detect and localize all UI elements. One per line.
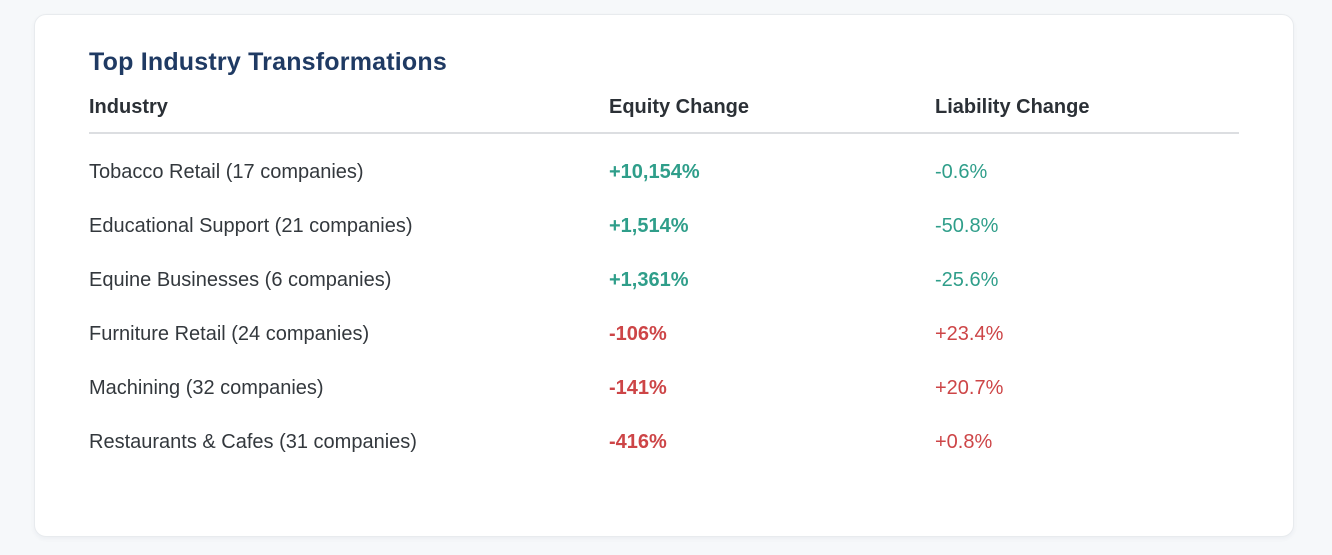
industry-cell: Tobacco Retail (17 companies) [89, 161, 364, 183]
equity-cell: -416% [609, 431, 667, 453]
table-row: Tobacco Retail (17 companies) +10,154% -0.… [89, 145, 1239, 199]
table-row: Educational Support (21 companies) +1,514… [89, 199, 1239, 253]
liability-cell: +20.7% [935, 377, 1004, 399]
industry-cell: Equine Businesses (6 companies) [89, 269, 392, 291]
industry-cell: Machining (32 companies) [89, 377, 324, 399]
column-header-liability-change: Liability Change [935, 96, 1090, 118]
table-row: Furniture Retail (24 companies) -106% +23.… [89, 307, 1239, 361]
column-header-equity-change: Equity Change [609, 96, 750, 118]
header-divider [89, 132, 1239, 134]
column-header-industry: Industry [89, 96, 168, 118]
table-body: Tobacco Retail (17 companies) +10,154% -0.… [89, 145, 1239, 469]
liability-cell: -25.6% [935, 269, 999, 291]
card-title: Top Industry Transformations [89, 48, 447, 76]
industry-cell: Educational Support (21 companies) [89, 215, 413, 237]
table-row: Machining (32 companies) -141% +20.7% [89, 361, 1239, 415]
liability-cell: +0.8% [935, 431, 993, 453]
liability-cell: -0.6% [935, 161, 988, 183]
equity-cell: -141% [609, 377, 667, 399]
industry-cell: Furniture Retail (24 companies) [89, 323, 370, 345]
industry-transformations-card: Top Industry Transformations Industry Eq… [34, 14, 1294, 537]
liability-cell: -50.8% [935, 215, 999, 237]
liability-cell: +23.4% [935, 323, 1004, 345]
industry-cell: Restaurants & Cafes (31 companies) [89, 431, 417, 453]
equity-cell: +1,514% [609, 215, 689, 237]
table-header-row: Industry Equity Change Liability Change [89, 93, 1239, 132]
equity-cell: +1,361% [609, 269, 689, 291]
equity-cell: +10,154% [609, 161, 700, 183]
table-row: Restaurants & Cafes (31 companies) -416% +… [89, 415, 1239, 469]
table-row: Equine Businesses (6 companies) +1,361% -2… [89, 253, 1239, 307]
equity-cell: -106% [609, 323, 667, 345]
